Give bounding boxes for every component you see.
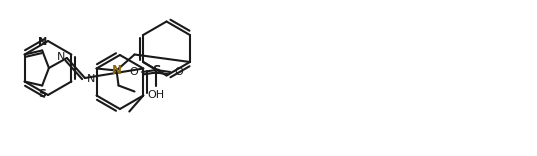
Text: OH: OH xyxy=(148,90,165,100)
Text: O: O xyxy=(174,67,183,77)
Text: N: N xyxy=(87,74,95,84)
Text: N: N xyxy=(112,64,121,77)
Text: S: S xyxy=(38,89,46,99)
Text: N: N xyxy=(56,52,65,62)
Text: N: N xyxy=(38,37,47,47)
Text: O: O xyxy=(129,67,138,77)
Text: S: S xyxy=(152,63,161,76)
